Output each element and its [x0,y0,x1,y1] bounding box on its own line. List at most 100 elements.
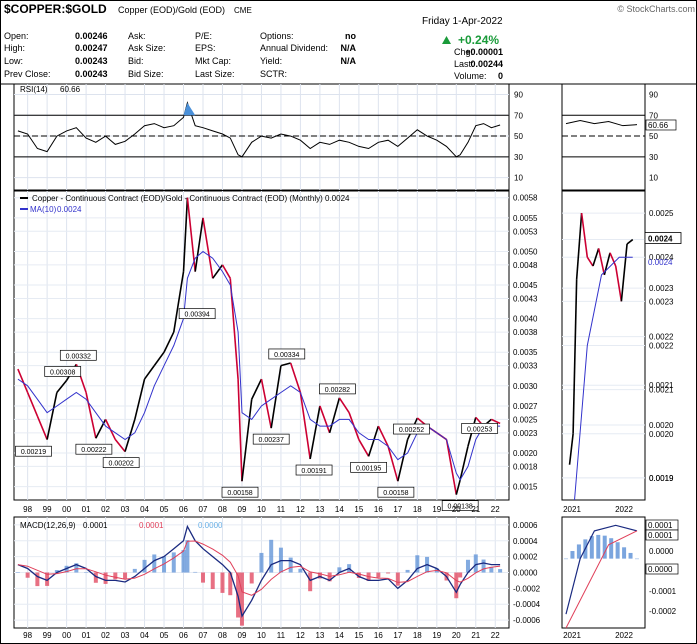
annotation-box [221,486,259,498]
annotation-label: 0.00394 [184,312,209,319]
price-tick: 0.0048 [513,261,538,270]
x-tick-bottom: 06 [179,631,188,640]
side-price-segment [609,252,617,267]
side-rsi-line [565,119,638,127]
x-tick-bottom: 12 [296,631,305,640]
rsi-tick-side: 30 [649,153,658,162]
side-macd-tick: -0.0001 [649,587,677,596]
x-tick-bottom: 22 [491,631,500,640]
exchange: CME [234,6,252,15]
rsi-tick: 70 [514,111,523,120]
price-tick: 0.0027 [513,402,538,411]
price-tick: 0.0033 [513,362,538,371]
macd-v2: 0.0001 [139,521,164,530]
x-tick-bottom: 19 [432,631,441,640]
x-tick-bottom: 03 [121,631,130,640]
annotation-label: 0.00195 [356,465,381,472]
quote-value: 0.00246 [75,31,108,41]
annotation-box [377,486,415,498]
macd-hist-bar [200,572,205,583]
side-rsi-value: 60.66 [648,121,669,130]
x-tick: 15 [354,505,363,514]
side-price-tick: 0.0021 [649,381,674,390]
price-tick: 0.0015 [513,483,538,492]
macd-hist-bar [458,572,463,578]
price-segment [143,365,155,380]
price-segment [194,217,204,272]
macd-hist-bar [288,557,293,573]
macd-panel: 0.0006 0.0004 0.0002 0.0000 -0.0002 -0.0004 -0… [14,521,541,626]
side-macd-hist-bar [602,535,607,559]
x-tick-bottom: 11 [277,631,286,640]
side-macd-tag-label: 0.0001 [648,531,673,540]
side-ma-line [574,256,633,501]
price-segment [26,392,39,417]
macd-hist-bar [181,549,186,573]
x-tick-bottom: 08 [218,631,227,640]
quote-label: Prev Close: [4,69,51,79]
rsi-tick-side: 70 [649,111,658,120]
price-tick: 0.0018 [513,462,538,471]
side-price-segment [592,248,600,267]
price-segment [319,405,331,434]
side-price-tick: 0.0019 [649,474,674,483]
side-price-tick: 0.0021 [649,386,674,395]
quote-value: N/A [341,56,357,66]
quote-label: Volume: [454,71,487,81]
macd-hist-bar [376,572,381,578]
x-tick: 22 [491,505,500,514]
macd-hist-bar [405,569,410,573]
annotation-label: 0.00332 [66,353,91,360]
price-tick: 0.0050 [513,247,538,256]
price-tick: 0.0030 [513,382,538,391]
macd-hist-bar [298,568,303,573]
rsi-tick-side: 50 [649,132,658,141]
side-macd-hist-bar [609,538,614,559]
x-tick-bottom: 04 [140,631,149,640]
x-tick-bottom: 01 [82,631,91,640]
price-segment [153,351,165,367]
quote-label: Last: [454,59,474,69]
x-axis: 98 98 99 99 00 00 01 01 02 02 03 03 04 04 05 05 06 06 07 07… [23,505,633,640]
macd-hist-bar [220,572,225,593]
side-macd-hist-bar [635,558,639,560]
price-segment [46,392,58,440]
price-tick: 0.0058 [513,194,538,203]
x-tick-bottom: 21 [471,631,480,640]
x-tick: 09 [238,505,247,514]
annotation-box [75,443,113,455]
macd-hist-bar [54,570,59,573]
annotation-label: 0.00334 [274,352,299,359]
macd-hist-bar [317,572,322,579]
x-tick-bottom: 20 [452,631,461,640]
price-tick: 0.0025 [513,415,538,424]
side-macd-tag [645,563,679,575]
quote-label: Yield: [260,56,282,66]
macd-hist-bar [74,563,79,573]
annotation-label: 0.00308 [50,369,75,376]
side-price-segment [597,248,606,276]
annotation-box [15,445,52,457]
side-price-tick: 0.0022 [649,333,674,342]
macd-hist-bar [142,559,147,573]
side-x-tick-bottom: 2022 [615,631,633,640]
annotation-box [102,457,140,468]
quote-label: High: [4,43,25,53]
side-price-segment [626,238,634,245]
side-macd-hist-bar [564,558,568,560]
rsi-fill [183,102,196,116]
quote-label: Ask: [128,31,146,41]
price-segment [270,365,282,429]
quote-value: 0 [498,71,503,81]
quote-label: Bid Size: [128,69,164,79]
rsi-tick-side: 10 [649,174,658,183]
price-segment [163,331,175,353]
price-segment [212,264,224,279]
macd-hist-bar [185,540,190,573]
side-price-segment [586,256,594,267]
annotation-box [252,433,290,445]
macd-hist-bar [337,567,342,573]
side-x-tick: 2022 [615,505,633,514]
side-panel: 60.660.00250.00240.00240.00230.00230.002… [562,114,682,629]
price-segment [358,439,370,457]
